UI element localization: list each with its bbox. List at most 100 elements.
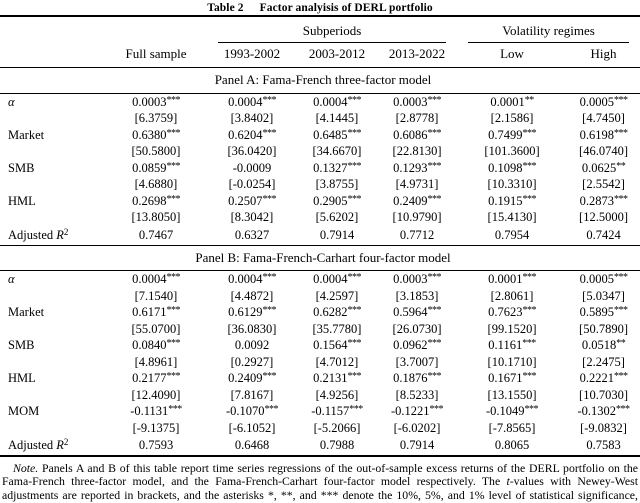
coefficient-value: 0.6086*** bbox=[393, 127, 441, 142]
tstat-value: [8.5233] bbox=[395, 387, 439, 402]
adjusted-r2-prefix: Adjusted bbox=[8, 438, 57, 453]
coefficient-value: 0.2905*** bbox=[313, 193, 361, 208]
adjusted-r2-value: 0.7914 bbox=[297, 225, 377, 246]
coefficient-value: -0.1157*** bbox=[311, 404, 363, 418]
tstat-row: [50.5800] [36.0420] [34.6670] [22.8130] [101… bbox=[0, 143, 640, 160]
tstat-value: [7.1540] bbox=[134, 288, 178, 303]
significance-stars: *** bbox=[166, 272, 180, 283]
significance-stars: *** bbox=[522, 371, 536, 382]
tstat-value: [34.6670] bbox=[312, 144, 362, 158]
significance-stars: *** bbox=[166, 305, 180, 316]
significance-stars: *** bbox=[522, 127, 536, 139]
significance-stars: *** bbox=[613, 94, 628, 106]
spanner-empty-cell bbox=[105, 15, 207, 43]
coefficient-value: 0.7623*** bbox=[488, 305, 536, 319]
spanner-empty-cell bbox=[0, 15, 105, 43]
significance-stars: *** bbox=[522, 338, 536, 349]
coefficient-value: 0.1293*** bbox=[393, 160, 441, 175]
coefficient-row: HML 0.2698*** 0.2507*** 0.2905*** 0.2409*** 0… bbox=[0, 193, 640, 210]
significance-stars: *** bbox=[427, 338, 441, 349]
significance-stars: *** bbox=[347, 272, 361, 283]
adjusted-r2-value: 0.6327 bbox=[207, 225, 297, 246]
significance-stars: *** bbox=[613, 193, 628, 205]
tstat-value: [4.9731] bbox=[395, 177, 439, 191]
tstat-empty-label bbox=[0, 321, 105, 338]
tstat-row: [7.1540] [4.4872] [4.2597] [3.1853] [2.8061]… bbox=[0, 288, 640, 305]
coefficient-value: 0.6380*** bbox=[132, 127, 180, 142]
significance-stars: *** bbox=[613, 272, 628, 283]
tstat-empty-label bbox=[0, 288, 105, 305]
adjusted-r2-value: 0.7954 bbox=[457, 225, 568, 246]
significance-stars: *** bbox=[616, 404, 630, 415]
coefficient-value: -0.1302*** bbox=[577, 404, 630, 418]
significance-stars: *** bbox=[427, 193, 441, 205]
adjusted-r2-value: 0.7988 bbox=[297, 436, 377, 457]
factor-label: α bbox=[8, 94, 15, 109]
coefficient-value: 0.0092 bbox=[234, 338, 270, 352]
coefficient-value: 0.6129*** bbox=[228, 305, 276, 319]
coefficient-value: 0.0840*** bbox=[132, 338, 180, 352]
tstat-value: [22.8130] bbox=[392, 144, 442, 158]
spanner-subperiods: Subperiods bbox=[207, 15, 458, 43]
significance-stars: *** bbox=[429, 404, 444, 415]
tstat-value: [5.0347] bbox=[582, 288, 625, 303]
note-body-2: -values with Newey-West adjustments are … bbox=[2, 474, 638, 503]
panel-a-label-row: Panel A: Fama-French three-factor model bbox=[0, 67, 640, 94]
significance-stars: *** bbox=[347, 371, 361, 382]
coefficient-value: 0.0005*** bbox=[579, 94, 628, 109]
tstat-row: [12.4090] [7.8167] [4.9256] [8.5233] [13.155… bbox=[0, 387, 640, 404]
coefficient-value: 0.2409*** bbox=[228, 371, 276, 385]
tstat-value: [12.4090] bbox=[131, 387, 181, 402]
panel-a-label: Panel A: Fama-French three-factor model bbox=[0, 67, 640, 94]
adjusted-r2-value: 0.7583 bbox=[567, 436, 640, 457]
tstat-value: [3.1853] bbox=[395, 288, 439, 303]
coefficient-row: Market 0.6171*** 0.6129*** 0.6282*** 0.5964*… bbox=[0, 304, 640, 321]
tstat-empty-label bbox=[0, 209, 105, 226]
coefficient-value: 0.0003*** bbox=[393, 272, 441, 286]
adjusted-r2-value: 0.7467 bbox=[105, 225, 207, 246]
tstat-value: [-6.0202] bbox=[393, 420, 441, 435]
adjusted-r2-label: Adjusted R2 bbox=[0, 436, 105, 457]
coefficient-value: 0.0859*** bbox=[132, 160, 180, 175]
tstat-value: [10.9790] bbox=[392, 210, 442, 224]
adjusted-r2-row: Adjusted R2 0.7593 0.6468 0.7988 0.7914 0.806… bbox=[0, 436, 640, 457]
column-header-high: High bbox=[567, 43, 640, 68]
significance-stars: ** bbox=[524, 94, 535, 106]
significance-stars: *** bbox=[262, 305, 276, 316]
adjusted-r2-value: 0.7914 bbox=[377, 436, 458, 457]
significance-stars: *** bbox=[347, 338, 361, 349]
coefficient-value: 0.0003*** bbox=[132, 94, 180, 109]
spanner-volatility-label: Volatility regimes bbox=[468, 23, 630, 43]
coefficient-row: α 0.0003*** 0.0004*** 0.0004*** 0.0003*** 0.0… bbox=[0, 93, 640, 110]
significance-stars: *** bbox=[262, 193, 276, 205]
significance-stars: *** bbox=[522, 160, 536, 172]
coefficient-value: -0.1131*** bbox=[130, 404, 182, 418]
tstat-value: [-5.2066] bbox=[313, 420, 361, 435]
coefficient-value: 0.0005*** bbox=[579, 272, 628, 286]
tstat-value: [35.7780] bbox=[312, 321, 362, 336]
coefficient-value: 0.0004*** bbox=[313, 94, 361, 109]
spanner-volatility: Volatility regimes bbox=[457, 15, 640, 43]
tstat-value: [-9.1375] bbox=[132, 420, 180, 435]
tstat-empty-label bbox=[0, 143, 105, 160]
note-body-1: Panels A and B of this table report time… bbox=[2, 461, 638, 489]
significance-stars: *** bbox=[262, 371, 276, 382]
coefficient-value: 0.0625** bbox=[581, 160, 626, 175]
factor-label: Market bbox=[8, 305, 45, 319]
tstat-value: [4.7450] bbox=[582, 111, 625, 125]
factor-label: Market bbox=[8, 127, 45, 142]
tstat-value: [3.8755] bbox=[315, 177, 359, 191]
coefficient-value: 0.1671*** bbox=[488, 371, 536, 385]
coefficient-value: 0.0004*** bbox=[228, 272, 276, 286]
significance-stars: *** bbox=[347, 305, 361, 316]
tstat-value: [10.3310] bbox=[487, 177, 537, 191]
coefficient-row: SMB 0.0859*** -0.0009 0.1327*** 0.1293*** 0.1… bbox=[0, 160, 640, 177]
tstat-value: [15.4130] bbox=[487, 210, 537, 224]
coefficient-value: 0.6204*** bbox=[228, 127, 276, 142]
factor-label: MOM bbox=[8, 404, 40, 418]
tstat-row: [4.6880] [-0.0254] [3.8755] [4.9731] [10.331… bbox=[0, 176, 640, 193]
significance-stars: *** bbox=[613, 305, 628, 316]
tstat-value: [-7.8565] bbox=[488, 420, 536, 435]
tstat-empty-label bbox=[0, 387, 105, 404]
adjusted-r2-symbol: R bbox=[56, 227, 64, 242]
